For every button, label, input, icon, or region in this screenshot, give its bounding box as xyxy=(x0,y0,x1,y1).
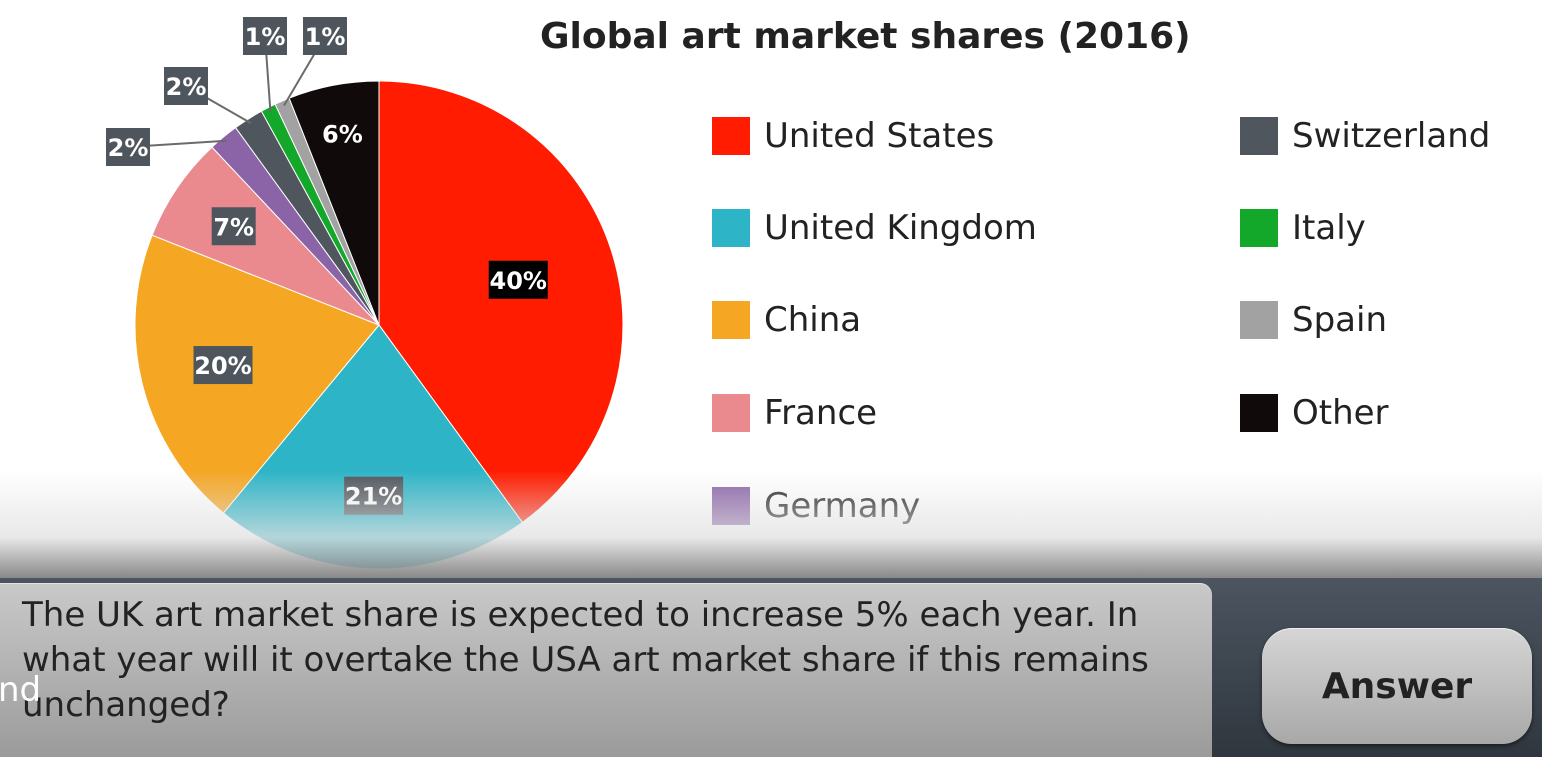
question-panel: The UK art market share is expected to i… xyxy=(0,583,1212,757)
svg-text:1%: 1% xyxy=(245,23,286,51)
legend-label: Spain xyxy=(1292,300,1387,340)
pie-label-france: 7% xyxy=(211,207,256,246)
pie-label-germany: 2% xyxy=(106,128,150,166)
legend-swatch xyxy=(1240,394,1278,432)
legend-swatch xyxy=(712,117,750,155)
legend-label: United States xyxy=(764,116,995,156)
legend-label: France xyxy=(764,393,878,433)
svg-text:2%: 2% xyxy=(108,134,149,162)
svg-text:6%: 6% xyxy=(322,120,363,148)
pie-label-spain: 1% xyxy=(303,17,347,55)
legend-swatch xyxy=(712,209,750,247)
bottom-fade xyxy=(0,470,1542,582)
legend-label: Italy xyxy=(1292,208,1366,248)
pie-label-other: 6% xyxy=(320,114,365,153)
pie-label-switzerland: 2% xyxy=(164,67,208,105)
svg-text:1%: 1% xyxy=(305,23,346,51)
svg-text:7%: 7% xyxy=(213,213,254,241)
svg-text:40%: 40% xyxy=(490,267,547,295)
legend-item-switzerland: Switzerland xyxy=(1240,114,1490,158)
legend-item-spain: Spain xyxy=(1240,298,1387,342)
legend-label: China xyxy=(764,300,862,340)
pie-slice-united-states xyxy=(378,80,624,524)
cut-off-text: nd xyxy=(0,670,42,710)
pie-slice-france xyxy=(151,146,380,326)
chart-title: Global art market shares (2016) xyxy=(540,16,1191,57)
legend-swatch xyxy=(712,301,750,339)
pie-label-china: 20% xyxy=(193,346,253,385)
svg-text:20%: 20% xyxy=(194,352,251,380)
legend-item-france: France xyxy=(712,391,877,435)
pie-label-united-states: 40% xyxy=(488,260,548,299)
legend-item-united-kingdom: United Kingdom xyxy=(712,206,1037,250)
legend-item-other: Other xyxy=(1240,391,1389,435)
legend-label: Other xyxy=(1292,393,1389,433)
legend-label: United Kingdom xyxy=(764,208,1037,248)
svg-text:2%: 2% xyxy=(166,73,207,101)
answer-button[interactable]: Answer xyxy=(1262,628,1532,744)
legend-swatch xyxy=(712,394,750,432)
legend-swatch xyxy=(1240,209,1278,247)
question-text: The UK art market share is expected to i… xyxy=(22,595,1149,725)
legend-swatch xyxy=(1240,117,1278,155)
legend-item-italy: Italy xyxy=(1240,206,1366,250)
legend-label: Switzerland xyxy=(1292,116,1491,156)
legend-item-united-states: United States xyxy=(712,114,994,158)
legend-item-china: China xyxy=(712,298,861,342)
pie-label-italy: 1% xyxy=(243,17,287,55)
legend-swatch xyxy=(1240,301,1278,339)
